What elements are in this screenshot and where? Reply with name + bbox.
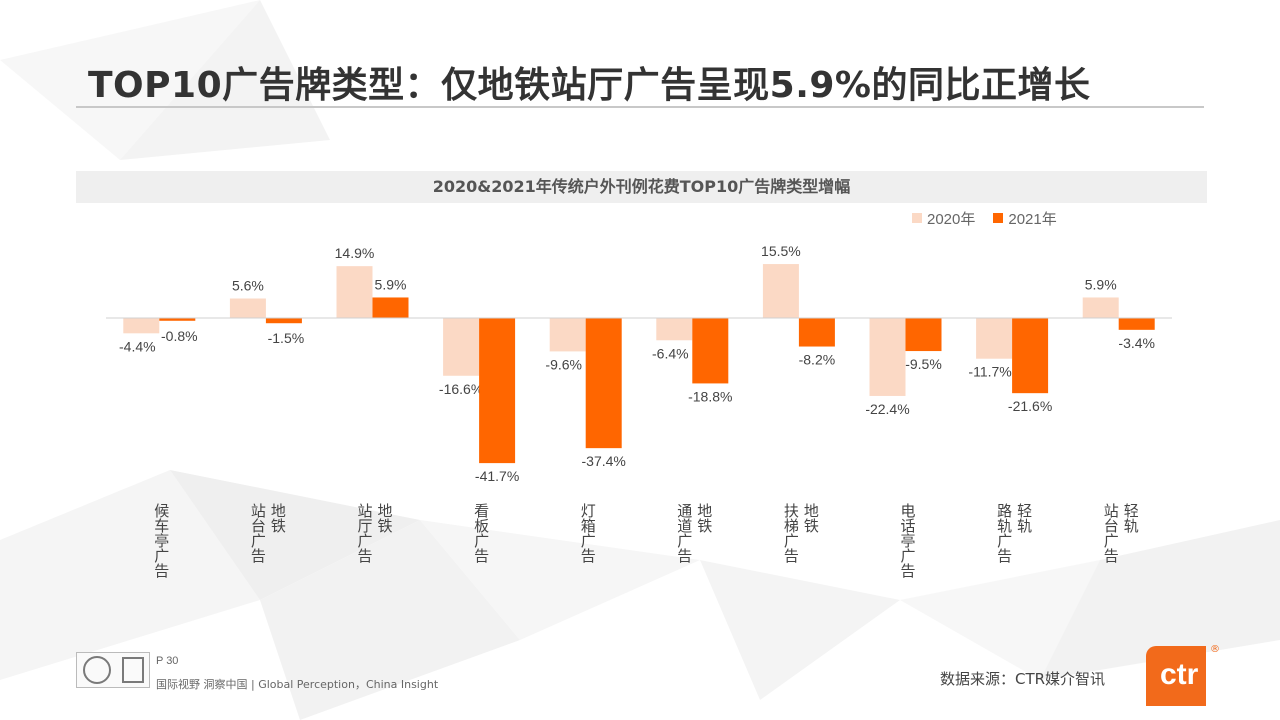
chart-legend: 2020年 2021年 — [912, 208, 1075, 228]
category-label-2-1: 地铁 — [375, 503, 394, 533]
data-label-2021-7: -9.5% — [905, 356, 942, 372]
legend-item-2021: 2021年 — [993, 208, 1057, 229]
legend-item-2020: 2020年 — [912, 208, 975, 229]
bar-2021-5 — [692, 318, 729, 384]
data-label-2020-8: -11.7% — [968, 364, 1011, 380]
data-label-2021-1: -1.5% — [268, 330, 305, 346]
bar-2021-0 — [159, 318, 196, 321]
data-label-2020-9: 5.9% — [1085, 276, 1117, 292]
data-label-2020-4: -9.6% — [545, 356, 582, 372]
data-label-2020-3: -16.6% — [439, 381, 483, 397]
bar-2021-7 — [905, 318, 942, 352]
category-label-3: 看板广告 — [472, 503, 491, 563]
bar-2020-6 — [762, 264, 799, 318]
data-source: 数据来源：CTR媒介智讯 — [940, 670, 1106, 688]
bar-2021-4 — [585, 318, 622, 449]
certification-seal-icon — [82, 656, 111, 684]
category-label-9-0: 站台广告 — [1101, 503, 1120, 563]
category-label-1-0: 站台广告 — [248, 503, 267, 563]
category-label-4: 灯箱广告 — [578, 503, 597, 563]
data-label-2021-4: -37.4% — [582, 453, 626, 469]
category-label-9-1: 轻轨 — [1121, 503, 1140, 533]
bar-2020-3 — [443, 318, 480, 376]
data-label-2020-2: 14.9% — [335, 245, 375, 261]
bar-2020-0 — [123, 318, 160, 334]
category-label-1-1: 地铁 — [268, 503, 287, 533]
data-label-2021-0: -0.8% — [161, 328, 198, 344]
bar-2021-1 — [265, 318, 302, 324]
data-label-2021-5: -18.8% — [688, 388, 732, 404]
bar-2021-9 — [1118, 318, 1155, 330]
category-label-5-1: 地铁 — [695, 503, 714, 533]
registered-mark: ® — [1210, 644, 1220, 655]
bar-2020-2 — [336, 266, 373, 318]
data-label-2021-6: -8.2% — [799, 352, 836, 368]
legend-swatch-2020 — [912, 213, 922, 223]
bar-2021-2 — [372, 297, 409, 318]
data-label-2020-0: -4.4% — [119, 338, 156, 354]
data-label-2020-7: -22.4% — [865, 401, 909, 417]
chart-title: 2020&2021年传统户外刊例花费TOP10广告牌类型增幅 — [76, 171, 1207, 203]
data-label-2021-2: 5.9% — [375, 276, 407, 292]
bar-2021-6 — [798, 318, 835, 347]
bar-2020-4 — [549, 318, 586, 352]
data-label-2021-3: -41.7% — [475, 468, 519, 484]
footer-slogan: 国际视野 洞察中国 | Global Perception，China Insi… — [156, 678, 439, 691]
bar-2020-9 — [1082, 297, 1119, 318]
bar-2020-8 — [976, 318, 1013, 359]
bar-2020-1 — [229, 298, 266, 318]
legend-swatch-2021 — [993, 213, 1004, 223]
bar-2020-7 — [869, 318, 906, 396]
category-label-6-0: 扶梯广告 — [781, 503, 800, 563]
data-label-2021-9: -3.4% — [1118, 335, 1155, 351]
data-label-2020-5: -6.4% — [652, 345, 689, 361]
legend-label-2020: 2020年 — [927, 210, 976, 228]
bar-2020-5 — [656, 318, 693, 341]
data-label-2020-1: 5.6% — [232, 278, 264, 294]
data-label-2021-8: -21.6% — [1008, 398, 1052, 414]
category-label-2-0: 站厅广告 — [355, 503, 374, 563]
logo-text: ctr — [1160, 658, 1199, 691]
page-number: P 30 — [156, 655, 179, 667]
page-title: TOP10广告牌类型：仅地铁站厅广告呈现5.9%的同比正增长 — [88, 65, 1091, 106]
ctr-logo: ctr — [1146, 646, 1206, 706]
category-label-5-0: 通道广告 — [675, 503, 694, 563]
bar-2021-8 — [1012, 318, 1049, 394]
title-divider — [76, 106, 1204, 108]
category-label-6-1: 地铁 — [801, 503, 820, 533]
category-label-0: 候车亭广告 — [152, 503, 171, 578]
category-label-8-0: 路轨广告 — [995, 503, 1014, 563]
category-label-8-1: 轻轨 — [1015, 503, 1034, 533]
quality-mark-icon — [121, 657, 144, 683]
legend-label-2021: 2021年 — [1008, 210, 1057, 228]
bar-2021-3 — [479, 318, 516, 464]
data-label-2020-6: 15.5% — [761, 243, 801, 259]
certification-badges — [76, 652, 150, 688]
category-label-7: 电话亭广告 — [898, 503, 917, 578]
